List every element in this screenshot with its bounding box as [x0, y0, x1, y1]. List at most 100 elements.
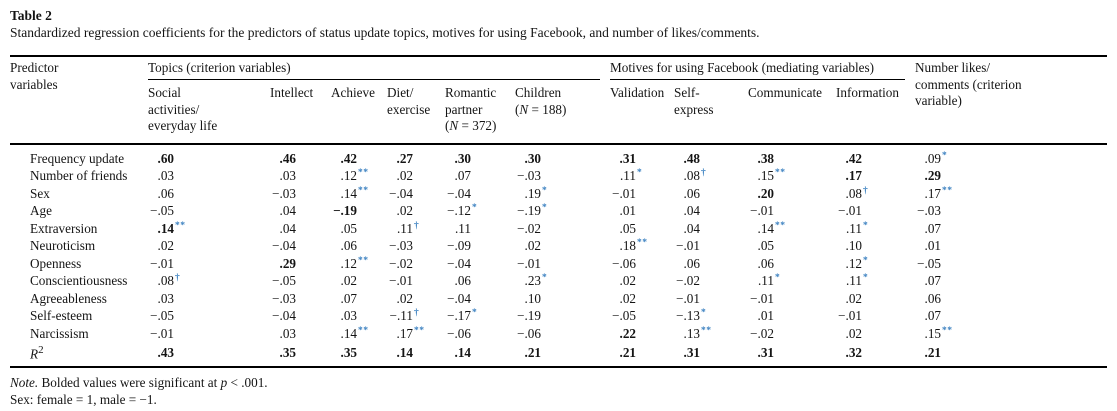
- coefficient-cell: .04: [279, 203, 296, 218]
- coefficient-cell: .31: [683, 344, 700, 360]
- significance-mark: **: [358, 325, 369, 336]
- coefficient-cell: .03: [279, 325, 296, 341]
- coefficient-cell: −.01: [676, 290, 700, 306]
- table-row: Agreeableness .03 −.03 .07 .02 −.04 .10 .02 −.01…: [10, 290, 1107, 308]
- coefficient-cell: .14**: [157, 220, 186, 236]
- coefficient-cell: −.01: [517, 255, 541, 271]
- significance-mark: †: [701, 168, 707, 178]
- coefficient-cell: .08†: [683, 168, 707, 183]
- significance-mark: **: [358, 255, 369, 266]
- coefficient-cell: .03: [340, 308, 357, 323]
- row-label: Number of friends: [30, 168, 128, 183]
- coefficient-cell: −.04: [447, 290, 471, 306]
- table-row: R2 .43 .35 .35 .14 .14 .21 .21 .31 .31 .32 .21: [10, 342, 1107, 367]
- coefficient-cell: .11*: [758, 273, 781, 288]
- significance-mark: **: [775, 168, 786, 178]
- coefficient-cell: .02: [845, 290, 862, 306]
- significance-mark: **: [942, 325, 953, 336]
- significance-mark: **: [637, 238, 648, 248]
- note-sex-coding: Sex: female = 1, male = −1.: [10, 392, 157, 408]
- significance-mark: †: [414, 220, 420, 231]
- coefficient-cell: .32: [845, 344, 862, 360]
- coefficient-cell: −.09: [447, 238, 471, 253]
- coefficient-cell: .02: [619, 290, 636, 306]
- coefficient-cell: −.03: [272, 290, 296, 306]
- coefficient-cell: −.04: [272, 308, 296, 323]
- row-label: R2: [30, 344, 44, 362]
- coefficient-cell: .31: [619, 150, 636, 166]
- coefficient-cell: .22: [619, 325, 636, 341]
- coefficient-cell: .06: [757, 255, 774, 271]
- coefficient-cell: −.04: [389, 185, 413, 201]
- sub-column-header-4: Romantic partner (N = 372): [445, 85, 497, 133]
- significance-mark: **: [775, 220, 786, 231]
- coefficient-cell: .29: [924, 168, 941, 183]
- coefficient-cell: .01: [757, 308, 774, 323]
- coefficient-cell: .02: [524, 238, 541, 253]
- table-row: Extraversion .14** .04 .05 .11† .11 −.02 .05 .04…: [10, 220, 1107, 238]
- coefficient-cell: .04: [683, 220, 700, 236]
- column-group-header-1: Motives for using Facebook (mediating va…: [610, 56, 915, 81]
- coefficient-cell: −.02: [750, 325, 774, 341]
- coefficient-cell: .14**: [340, 185, 369, 201]
- coefficient-cell: .01: [924, 238, 941, 253]
- coefficient-cell: −.13*: [676, 308, 707, 323]
- significance-mark: **: [175, 220, 186, 231]
- coefficient-cell: .21: [924, 344, 941, 360]
- coefficient-cell: −.06: [517, 325, 541, 341]
- significance-mark: **: [358, 168, 369, 178]
- coefficient-cell: .46: [279, 150, 296, 166]
- coefficient-cell: .03: [157, 168, 174, 183]
- significance-mark: **: [358, 185, 369, 196]
- coefficient-cell: .02: [396, 290, 413, 306]
- coefficient-cell: −.01: [750, 203, 774, 218]
- coefficient-cell: −.03: [272, 185, 296, 201]
- coefficient-cell: .42: [340, 150, 357, 166]
- coefficient-cell: .21: [524, 344, 541, 360]
- coefficient-cell: .14: [454, 344, 471, 360]
- coefficient-cell: .07: [340, 290, 357, 306]
- significance-mark: †: [175, 273, 181, 283]
- coefficient-cell: .12*: [845, 255, 869, 271]
- coefficient-cell: .17**: [396, 325, 425, 341]
- table-row: Narcissism −.01 .03 .14** .17** −.06 −.06 .22 .1…: [10, 325, 1107, 343]
- coefficient-cell: .14: [396, 344, 413, 360]
- table-body: Frequency update .60 .46 .42 .27 .30 .30 .31 .48…: [10, 144, 1107, 367]
- coefficient-cell: .05: [619, 220, 636, 236]
- significance-mark: **: [701, 325, 712, 336]
- significance-mark: *: [472, 308, 478, 318]
- coefficient-cell: −.04: [447, 185, 471, 201]
- table-row: Number of friends .03 .03 .12** .02 .07 −.03 .1…: [10, 167, 1107, 185]
- coefficient-cell: .11†: [397, 220, 420, 236]
- coefficient-cell: −.02: [517, 220, 541, 236]
- coefficient-cell: −.17*: [447, 308, 478, 323]
- table-caption: Standardized regression coefficients for…: [10, 25, 760, 40]
- sub-column-header-7: Self-express: [674, 85, 714, 117]
- coefficient-cell: −.01: [838, 308, 862, 323]
- table-row: Sex .06 −.03 .14** −.04 −.04 .19* −.01 .06 .20 .08…: [10, 185, 1107, 203]
- row-label: Openness: [30, 255, 82, 271]
- note-significance: Note. Bolded values were significant at …: [10, 374, 268, 390]
- coefficient-cell: .05: [757, 238, 774, 253]
- coefficient-cell: −.01: [750, 290, 774, 306]
- coefficient-cell: .19*: [524, 185, 548, 201]
- sub-column-header-8: Communicate: [748, 85, 822, 100]
- coefficient-cell: .09*: [924, 150, 948, 166]
- coefficient-cell: −.19: [333, 203, 357, 218]
- coefficient-cell: −.06: [447, 325, 471, 341]
- coefficient-cell: .60: [157, 150, 174, 166]
- coefficient-cell: .35: [279, 344, 296, 360]
- coefficient-cell: −.03: [517, 168, 541, 183]
- table-row: Conscientiousness .08† −.05 .02 −.01 .06 .23*.…: [10, 272, 1107, 290]
- coefficient-cell: .42: [845, 150, 862, 166]
- coefficient-cell: −.05: [272, 273, 296, 288]
- coefficient-cell: .15**: [924, 325, 953, 341]
- significance-mark: *: [542, 273, 548, 283]
- row-label: Frequency update: [30, 150, 125, 166]
- coefficient-cell: .06: [454, 273, 471, 288]
- sub-column-header-2: Achieve: [331, 85, 375, 100]
- coefficient-cell: .23*: [524, 273, 548, 288]
- sub-column-header-9: Information: [836, 85, 899, 100]
- coefficient-cell: .17: [845, 168, 862, 183]
